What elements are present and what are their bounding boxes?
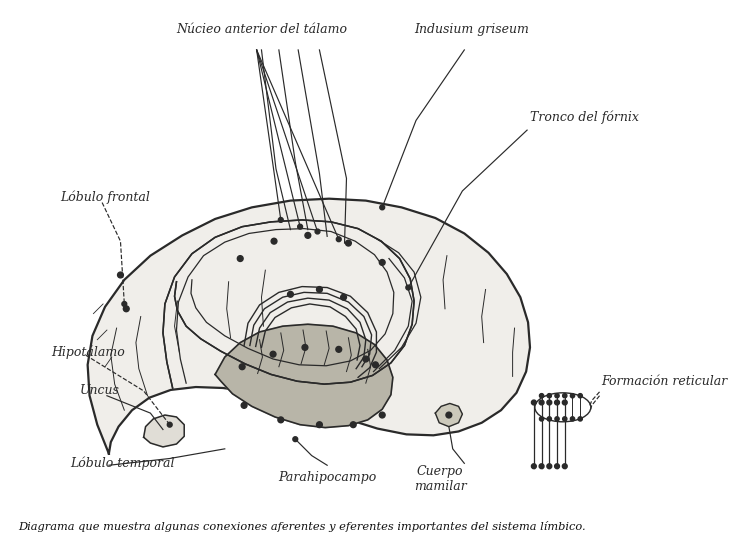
Circle shape xyxy=(317,422,323,428)
Circle shape xyxy=(123,306,129,312)
Text: Lóbulo temporal: Lóbulo temporal xyxy=(70,457,174,470)
Circle shape xyxy=(238,256,243,261)
Circle shape xyxy=(241,402,247,408)
Circle shape xyxy=(547,394,551,398)
Text: Indusium griseum: Indusium griseum xyxy=(414,24,529,36)
Polygon shape xyxy=(435,404,462,427)
Circle shape xyxy=(363,356,368,362)
Circle shape xyxy=(539,400,544,405)
Text: Hipotálamo: Hipotálamo xyxy=(51,345,125,359)
Circle shape xyxy=(336,237,341,242)
Text: Núcieo anterior del tálamo: Núcieo anterior del tálamo xyxy=(176,24,347,36)
Circle shape xyxy=(578,394,582,398)
Circle shape xyxy=(562,400,567,405)
Circle shape xyxy=(239,364,245,369)
Circle shape xyxy=(562,394,567,398)
Circle shape xyxy=(562,417,567,421)
Circle shape xyxy=(379,260,385,265)
Circle shape xyxy=(293,437,298,441)
Circle shape xyxy=(547,464,552,469)
Circle shape xyxy=(336,346,341,352)
Circle shape xyxy=(315,229,320,234)
Circle shape xyxy=(117,272,123,278)
Circle shape xyxy=(345,240,351,246)
Circle shape xyxy=(379,412,385,418)
Circle shape xyxy=(406,285,411,290)
Polygon shape xyxy=(88,199,530,453)
Circle shape xyxy=(341,294,347,300)
Circle shape xyxy=(578,417,582,421)
Circle shape xyxy=(446,412,452,418)
Circle shape xyxy=(570,394,575,398)
Circle shape xyxy=(298,225,302,229)
Circle shape xyxy=(539,464,544,469)
Text: Cuerpo
mamilar: Cuerpo mamilar xyxy=(414,465,466,493)
Circle shape xyxy=(278,217,284,222)
Circle shape xyxy=(562,464,567,469)
Circle shape xyxy=(287,292,293,297)
Circle shape xyxy=(302,345,308,350)
Text: Lóbulo frontal: Lóbulo frontal xyxy=(61,191,150,204)
Circle shape xyxy=(555,417,559,421)
Text: Parahipocampo: Parahipocampo xyxy=(278,471,376,484)
Circle shape xyxy=(372,362,378,368)
Circle shape xyxy=(271,238,277,244)
Circle shape xyxy=(167,422,172,427)
Circle shape xyxy=(305,232,311,238)
Circle shape xyxy=(380,205,384,210)
Text: Diagrama que muestra algunas conexiones aferentes y eferentes importantes del si: Diagrama que muestra algunas conexiones … xyxy=(18,520,586,531)
Text: Tronco del fórnix: Tronco del fórnix xyxy=(530,111,639,124)
Circle shape xyxy=(555,394,559,398)
Text: Formación reticular: Formación reticular xyxy=(602,375,728,388)
Circle shape xyxy=(317,287,323,293)
Circle shape xyxy=(532,464,536,469)
Text: Uncus: Uncus xyxy=(80,384,120,397)
Circle shape xyxy=(532,400,536,405)
Circle shape xyxy=(547,417,551,421)
Circle shape xyxy=(278,417,284,423)
Circle shape xyxy=(539,417,544,421)
Circle shape xyxy=(350,422,356,428)
Circle shape xyxy=(547,400,552,405)
Circle shape xyxy=(555,464,559,469)
Circle shape xyxy=(570,417,575,421)
Circle shape xyxy=(555,400,559,405)
Circle shape xyxy=(270,351,276,357)
Circle shape xyxy=(122,301,127,306)
Polygon shape xyxy=(144,415,184,447)
Polygon shape xyxy=(215,324,393,428)
Circle shape xyxy=(539,394,544,398)
